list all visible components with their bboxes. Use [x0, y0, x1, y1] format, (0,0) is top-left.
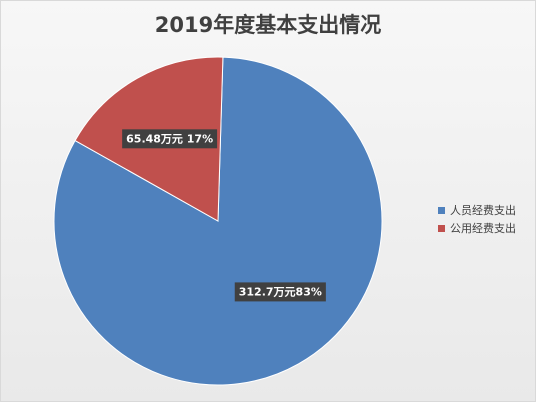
legend-swatch-personnel — [438, 206, 445, 214]
chart-title: 2019年度基本支出情况 — [154, 13, 382, 37]
legend-item-public: 公用经费支出 — [438, 219, 516, 237]
legend-label-public: 公用经费支出 — [450, 222, 516, 235]
legend-item-personnel: 人员经费支出 — [438, 201, 516, 219]
legend-swatch-public — [438, 224, 445, 232]
data-label-personnel-box — [234, 282, 326, 302]
data-label-public-box — [122, 129, 218, 149]
legend-label-personnel: 人员经费支出 — [450, 204, 516, 217]
data-label-personnel-text: 312.7万元83% — [239, 285, 322, 298]
data-label-public-text: 65.48万元 17% — [126, 132, 213, 145]
data-label-personnel: 312.7万元83% — [234, 282, 326, 302]
data-label-public: 65.48万元 17% — [122, 129, 218, 149]
legend: 人员经费支出 公用经费支出 — [438, 201, 516, 237]
